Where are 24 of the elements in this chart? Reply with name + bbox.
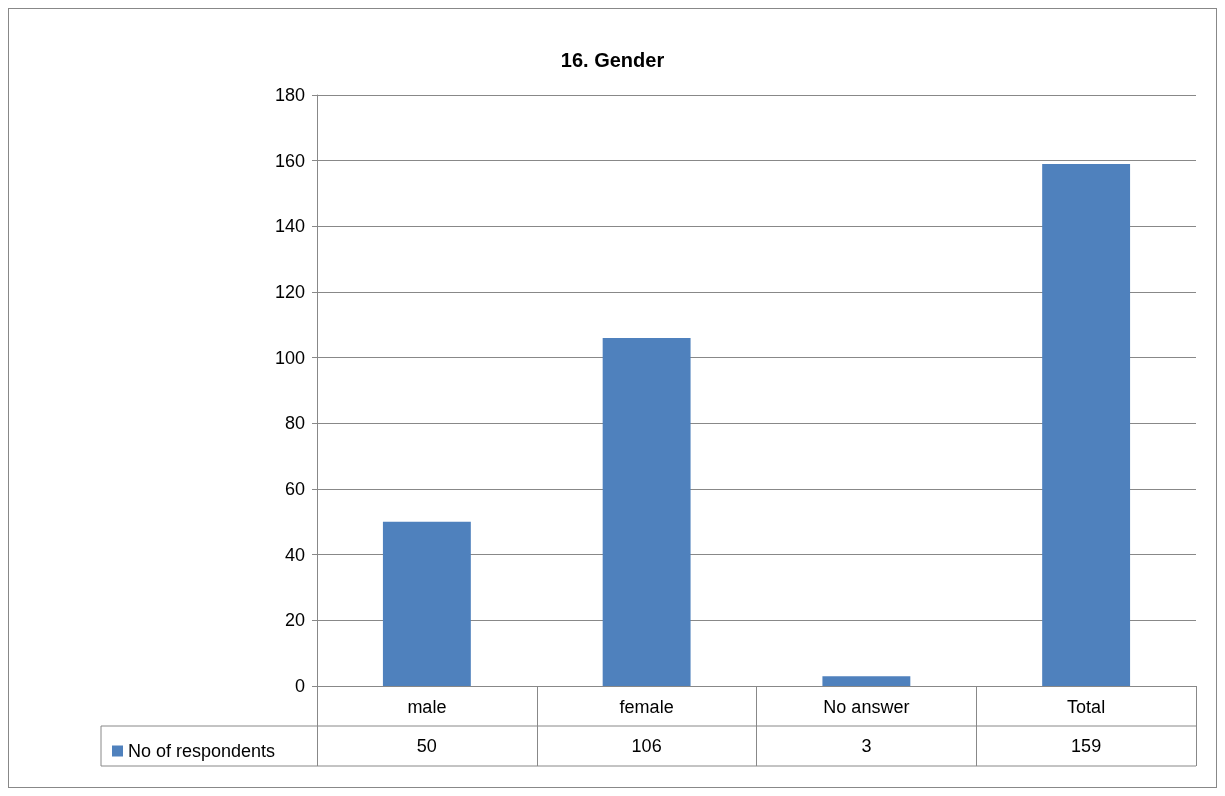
chart-title: 16. Gender xyxy=(560,49,665,71)
data-label: 3 xyxy=(861,736,872,756)
bar xyxy=(822,676,911,686)
y-tick-label: 20 xyxy=(284,610,305,631)
data-label: 159 xyxy=(1071,736,1102,756)
y-tick-label: 40 xyxy=(284,544,305,565)
y-tick-label: 100 xyxy=(274,347,305,368)
y-tick-label: 60 xyxy=(284,479,305,499)
x-tick-label: female xyxy=(619,697,674,717)
y-tick-label: 80 xyxy=(284,413,305,434)
bar xyxy=(1042,163,1131,686)
data-label: 50 xyxy=(416,736,437,756)
bar xyxy=(382,521,471,686)
x-tick-label: Total xyxy=(1067,697,1106,717)
bar xyxy=(602,337,691,686)
x-tick-label: No answer xyxy=(823,697,910,717)
y-tick-label: 160 xyxy=(274,150,305,171)
data-label: 106 xyxy=(631,736,662,756)
x-tick-label: male xyxy=(407,697,447,717)
y-tick-label: 140 xyxy=(274,216,305,237)
y-tick-label: 120 xyxy=(274,282,305,302)
y-tick-label: 180 xyxy=(274,85,305,105)
y-tick-label: 0 xyxy=(294,676,305,696)
legend-label: No of respondents xyxy=(128,741,276,761)
